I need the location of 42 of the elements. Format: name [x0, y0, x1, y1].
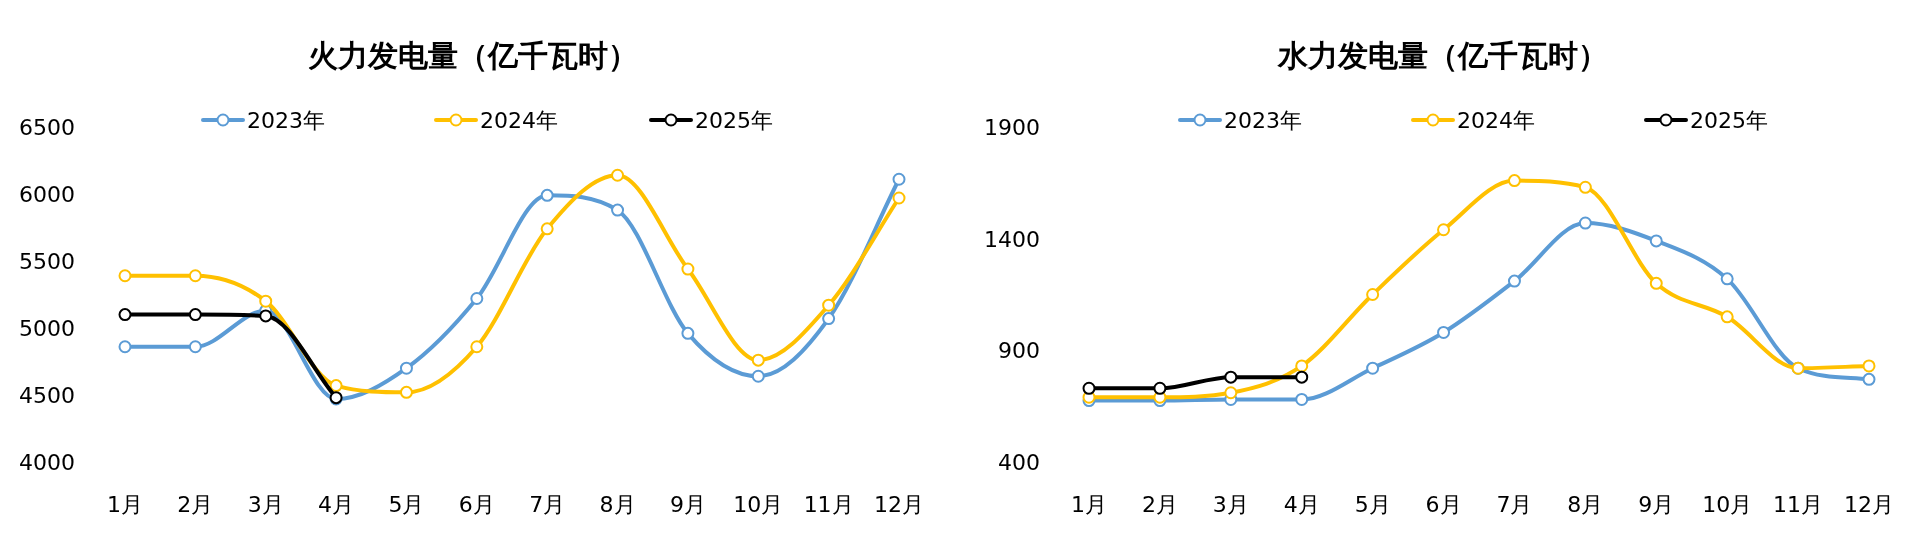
x-tick-label: 5月 — [388, 492, 425, 517]
x-tick-label: 12月 — [874, 492, 924, 517]
legend-label: 2024年 — [1457, 108, 1535, 133]
y-tick-label: 6000 — [19, 182, 75, 207]
x-tick-label: 7月 — [1496, 492, 1533, 517]
chart-title: 火力发电量（亿千瓦时） — [308, 38, 638, 73]
x-tick-label: 3月 — [247, 492, 284, 517]
x-tick-label: 11月 — [803, 492, 854, 517]
chart-title: 水力发电量（亿千瓦时） — [1277, 38, 1608, 73]
x-tick-label: 4月 — [1283, 492, 1320, 517]
y-tick-label: 400 — [998, 450, 1040, 475]
legend-label: 2025年 — [695, 108, 773, 133]
y-tick-label: 5500 — [19, 249, 75, 274]
legend-label: 2023年 — [1224, 108, 1302, 133]
x-tick-label: 12月 — [1844, 492, 1894, 517]
y-tick-label: 5000 — [19, 316, 75, 341]
x-tick-label: 3月 — [1212, 492, 1249, 517]
x-tick-label: 9月 — [1638, 492, 1675, 517]
x-tick-label: 2月 — [1141, 492, 1178, 517]
x-tick-label: 7月 — [529, 492, 566, 517]
x-tick-label: 5月 — [1354, 492, 1391, 517]
x-tick-label: 8月 — [1567, 492, 1604, 517]
x-tick-label: 8月 — [599, 492, 636, 517]
y-tick-label: 900 — [998, 338, 1040, 364]
x-tick-label: 1月 — [107, 492, 143, 517]
legend-label: 2025年 — [1690, 108, 1768, 133]
y-tick-label: 1400 — [984, 226, 1040, 252]
x-tick-label: 9月 — [669, 492, 706, 517]
y-tick-label: 4500 — [19, 383, 75, 408]
x-tick-label: 10月 — [733, 492, 784, 517]
y-tick-label: 6500 — [19, 115, 75, 140]
x-tick-label: 2月 — [177, 492, 214, 517]
y-tick-label: 1900 — [984, 115, 1040, 140]
legend-label: 2023年 — [247, 108, 325, 133]
x-tick-label: 10月 — [1702, 492, 1753, 517]
x-tick-label: 1月 — [1071, 492, 1107, 517]
x-tick-label: 11月 — [1773, 492, 1824, 517]
x-tick-label: 6月 — [1425, 492, 1462, 517]
legend-label: 2024年 — [480, 108, 558, 133]
x-tick-label: 4月 — [318, 492, 355, 517]
x-tick-label: 6月 — [458, 492, 495, 517]
y-tick-label: 4000 — [19, 450, 75, 475]
